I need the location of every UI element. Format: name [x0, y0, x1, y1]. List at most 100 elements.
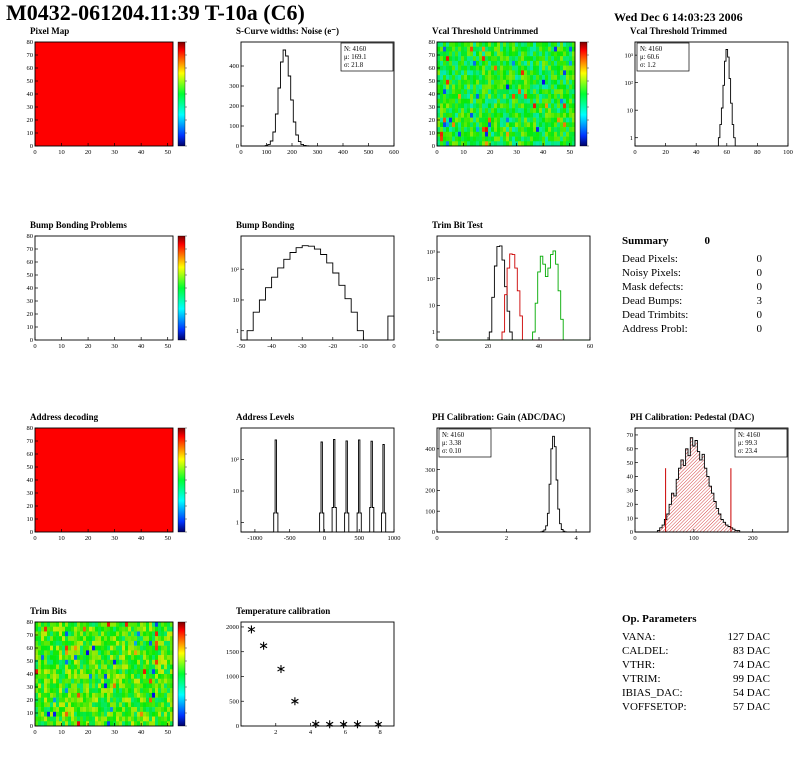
svg-text:20: 20 — [487, 149, 494, 156]
op-parameter-value: 127 DAC — [727, 631, 770, 643]
op-parameter-row: IBIAS_DAC: 54 DAC — [622, 686, 770, 700]
svg-text:200: 200 — [748, 535, 758, 542]
plot-vcal-trimmed: Vcal Threshold Trimmed 0 20 40 60 80 100 1 10 10… — [608, 26, 796, 162]
svg-text:50: 50 — [164, 343, 171, 350]
trim-bit-test-canvas: 0 20 40 60 1 10 10² 10³ — [427, 235, 593, 350]
svg-text:70: 70 — [27, 246, 34, 253]
op-parameter-value: 54 DAC — [733, 687, 770, 699]
svg-text:100: 100 — [689, 535, 699, 542]
summary-value: 0 — [756, 309, 763, 321]
svg-text:60: 60 — [627, 446, 634, 453]
svg-text:50: 50 — [164, 535, 171, 542]
svg-text:10: 10 — [429, 303, 436, 310]
plot-title: Address decoding — [30, 412, 99, 422]
address-decoding-canvas: 0 10 20 30 40 50 0 10 20 30 40 50 60 70 80 — [27, 425, 187, 542]
svg-text:10³: 10³ — [427, 249, 436, 256]
svg-text:400: 400 — [425, 446, 435, 453]
plot-title: S-Curve widths: Noise (e⁻) — [236, 26, 339, 36]
svg-text:50: 50 — [27, 78, 34, 85]
svg-text:70: 70 — [627, 432, 634, 439]
svg-text:300: 300 — [425, 467, 435, 474]
svg-text:10: 10 — [27, 710, 34, 717]
plot-title: Bump Bonding — [236, 220, 295, 230]
svg-text:10: 10 — [27, 130, 34, 137]
svg-text:50: 50 — [27, 658, 34, 665]
svg-text:40: 40 — [693, 149, 700, 156]
svg-text:20: 20 — [27, 311, 34, 318]
plot-title: Bump Bonding Problems — [30, 220, 127, 230]
svg-text:0: 0 — [435, 535, 438, 542]
summary-row: Mask defects: 0 — [622, 280, 762, 294]
op-parameter-label: VTHR: — [622, 659, 655, 671]
svg-text:300: 300 — [229, 83, 239, 90]
svg-text:2000: 2000 — [226, 624, 239, 631]
plot-title: Vcal Threshold Untrimmed — [432, 26, 539, 36]
svg-text:60: 60 — [724, 149, 731, 156]
plot-bump-problems: Bump Bonding Problems 0 10 20 30 40 50 0 10 20 30… — [8, 220, 200, 356]
op-parameter-value: 99 DAC — [733, 673, 770, 685]
svg-text:80: 80 — [429, 39, 436, 46]
svg-text:-500: -500 — [284, 535, 296, 542]
bump-bonding-canvas: -50 -40 -30 -20 -10 0 1 10 10² — [231, 235, 396, 350]
svg-text:20: 20 — [662, 149, 669, 156]
svg-text:100: 100 — [425, 508, 435, 515]
svg-text:μ: 169.1: μ: 169.1 — [344, 54, 367, 61]
svg-text:0: 0 — [30, 143, 33, 150]
svg-text:-1000: -1000 — [247, 535, 262, 542]
plot-scurve-noise: S-Curve widths: Noise (e⁻) 0 100 200 300 400… — [214, 26, 406, 162]
plot-ph-gain: PH Calibration: Gain (ADC/DAC) 0 2 4 0 100 20… — [410, 412, 602, 548]
pixel-map-canvas: 0 10 20 30 40 50 0 10 20 30 40 50 60 70 80 — [27, 39, 187, 156]
svg-text:-20: -20 — [328, 343, 337, 350]
svg-text:10²: 10² — [427, 276, 436, 283]
svg-text:30: 30 — [111, 729, 118, 736]
svg-text:70: 70 — [27, 438, 34, 445]
svg-text:100: 100 — [262, 149, 272, 156]
svg-text:10: 10 — [627, 515, 634, 522]
address-levels-canvas: -1000 -500 0 500 1000 1 10 10² — [231, 427, 401, 542]
summary-count: 0 — [704, 235, 711, 247]
svg-text:0: 0 — [33, 149, 36, 156]
svg-text:20: 20 — [27, 117, 34, 124]
svg-text:0: 0 — [432, 143, 435, 150]
svg-text:200: 200 — [229, 103, 239, 110]
svg-text:2: 2 — [274, 729, 277, 736]
svg-text:σ: 21.8: σ: 21.8 — [344, 62, 364, 69]
svg-text:20: 20 — [627, 501, 634, 508]
svg-text:8: 8 — [378, 729, 381, 736]
summary-value: 0 — [756, 323, 763, 335]
svg-text:0: 0 — [30, 723, 33, 730]
plot-temperature: Temperature calibration 2 4 6 8 0 500 1000 1500… — [214, 606, 406, 742]
svg-text:σ: 0.10: σ: 0.10 — [442, 448, 462, 455]
svg-text:N: 4160: N: 4160 — [640, 46, 663, 53]
svg-text:40: 40 — [138, 729, 145, 736]
op-parameter-label: IBIAS_DAC: — [622, 687, 683, 699]
summary-row: Noisy Pixels: 0 — [622, 266, 762, 280]
svg-text:-30: -30 — [298, 343, 307, 350]
svg-text:20: 20 — [85, 535, 92, 542]
svg-text:N: 4160: N: 4160 — [442, 432, 465, 439]
svg-text:10: 10 — [233, 297, 240, 304]
op-parameters-title: Op. Parameters — [622, 613, 697, 625]
op-parameters-panel: Op. Parameters VANA: 127 DAC CALDEL: 83 DA… — [622, 612, 770, 714]
plot-title: PH Calibration: Pedestal (DAC) — [630, 412, 755, 422]
svg-text:200: 200 — [287, 149, 297, 156]
summary-value: 0 — [756, 253, 763, 265]
svg-text:50: 50 — [429, 78, 436, 85]
plot-title: Trim Bit Test — [432, 220, 483, 230]
svg-text:40: 40 — [27, 477, 34, 484]
svg-text:1500: 1500 — [226, 649, 239, 656]
svg-text:N: 4160: N: 4160 — [738, 432, 761, 439]
svg-text:60: 60 — [429, 65, 436, 72]
svg-text:30: 30 — [27, 684, 34, 691]
svg-text:30: 30 — [429, 104, 436, 111]
svg-text:0: 0 — [236, 143, 239, 150]
svg-text:0: 0 — [33, 535, 36, 542]
svg-text:0: 0 — [236, 723, 239, 730]
svg-text:10²: 10² — [625, 80, 634, 87]
svg-text:0: 0 — [239, 149, 242, 156]
svg-text:40: 40 — [27, 91, 34, 98]
op-parameter-row: CALDEL: 83 DAC — [622, 644, 770, 658]
svg-text:μ: 3.38: μ: 3.38 — [442, 440, 462, 447]
svg-text:40: 40 — [138, 343, 145, 350]
